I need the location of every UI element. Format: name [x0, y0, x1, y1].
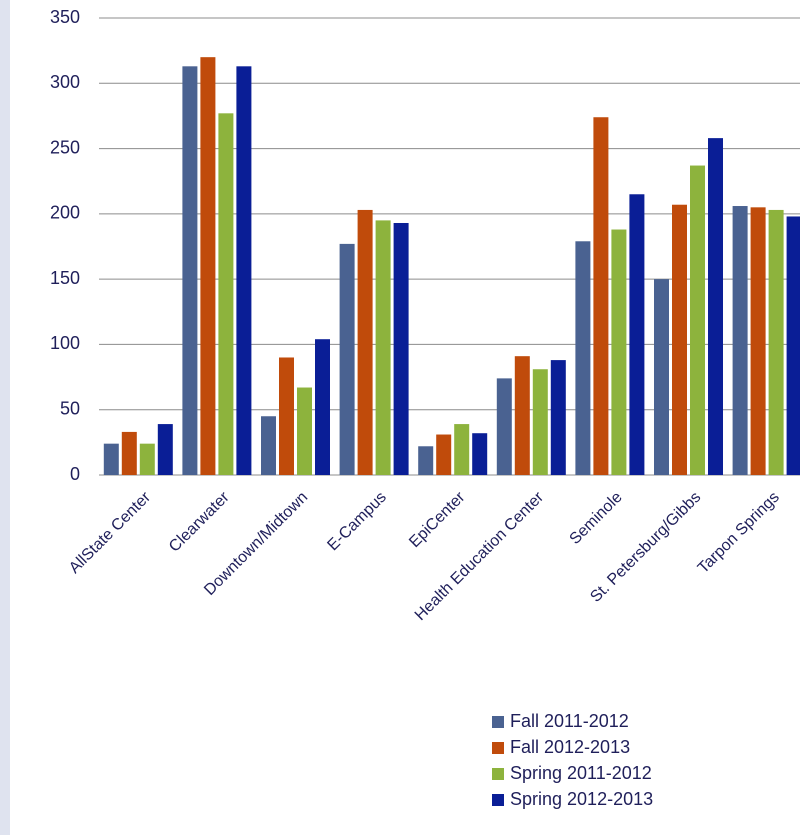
bar: [375, 220, 391, 475]
x-tick-label: AllState Center: [66, 488, 155, 577]
bar: [182, 66, 198, 475]
bar: [629, 194, 645, 475]
bar: [297, 387, 312, 475]
x-tick-label: Tarpon Springs: [695, 489, 783, 577]
bar: [768, 209, 784, 475]
y-tick-label: 200: [50, 203, 80, 223]
legend-label: Spring 2012-2013: [510, 789, 653, 809]
bar: [261, 416, 276, 475]
legend-swatch: [492, 716, 504, 728]
bar: [418, 446, 434, 475]
legend-swatch: [492, 742, 504, 754]
bar: [654, 279, 669, 475]
y-tick-label: 300: [50, 72, 80, 92]
legend-label: Spring 2011-2012: [510, 763, 652, 783]
bar: [472, 433, 488, 475]
y-tick-label: 100: [50, 333, 80, 353]
y-tick-label: 0: [70, 464, 80, 484]
bar: [236, 66, 252, 475]
bar: [593, 117, 609, 475]
bar: [393, 222, 409, 475]
bar: [732, 206, 748, 475]
bar: [708, 138, 723, 475]
x-tick-label: E-Campus: [324, 489, 389, 554]
bar: [279, 357, 294, 475]
bar: [357, 209, 373, 475]
y-tick-label: 250: [50, 137, 80, 157]
x-tick-label: Health Education Center: [412, 488, 548, 624]
bar: [496, 378, 512, 475]
bar: [611, 229, 627, 475]
bar: [690, 165, 705, 475]
bar: [121, 431, 137, 475]
x-tick-label: EpiCenter: [406, 488, 469, 551]
legend-label: Fall 2011-2012: [510, 711, 629, 731]
bar: [218, 113, 234, 476]
bar: [436, 434, 452, 475]
bar: [672, 204, 687, 475]
bar: [139, 443, 155, 475]
x-tick-label: Seminole: [567, 489, 626, 548]
legend-swatch: [492, 794, 504, 806]
legend-swatch: [492, 768, 504, 780]
bar: [339, 243, 355, 475]
x-tick-label: Clearwater: [166, 488, 233, 555]
y-tick-label: 150: [50, 268, 80, 288]
y-tick-label: 50: [60, 398, 80, 418]
y-tick-label: 350: [50, 7, 80, 27]
bar: [532, 369, 548, 475]
bar: [575, 241, 591, 475]
bar: [514, 356, 530, 475]
bar: [550, 360, 566, 475]
bar: [103, 443, 119, 475]
legend-label: Fall 2012-2013: [510, 737, 630, 757]
bar: [157, 424, 173, 475]
bar: [315, 339, 330, 475]
bar: [786, 216, 800, 475]
bar: [750, 207, 766, 476]
bar: [454, 424, 470, 475]
bar: [200, 57, 216, 476]
side-strip: [0, 0, 10, 835]
